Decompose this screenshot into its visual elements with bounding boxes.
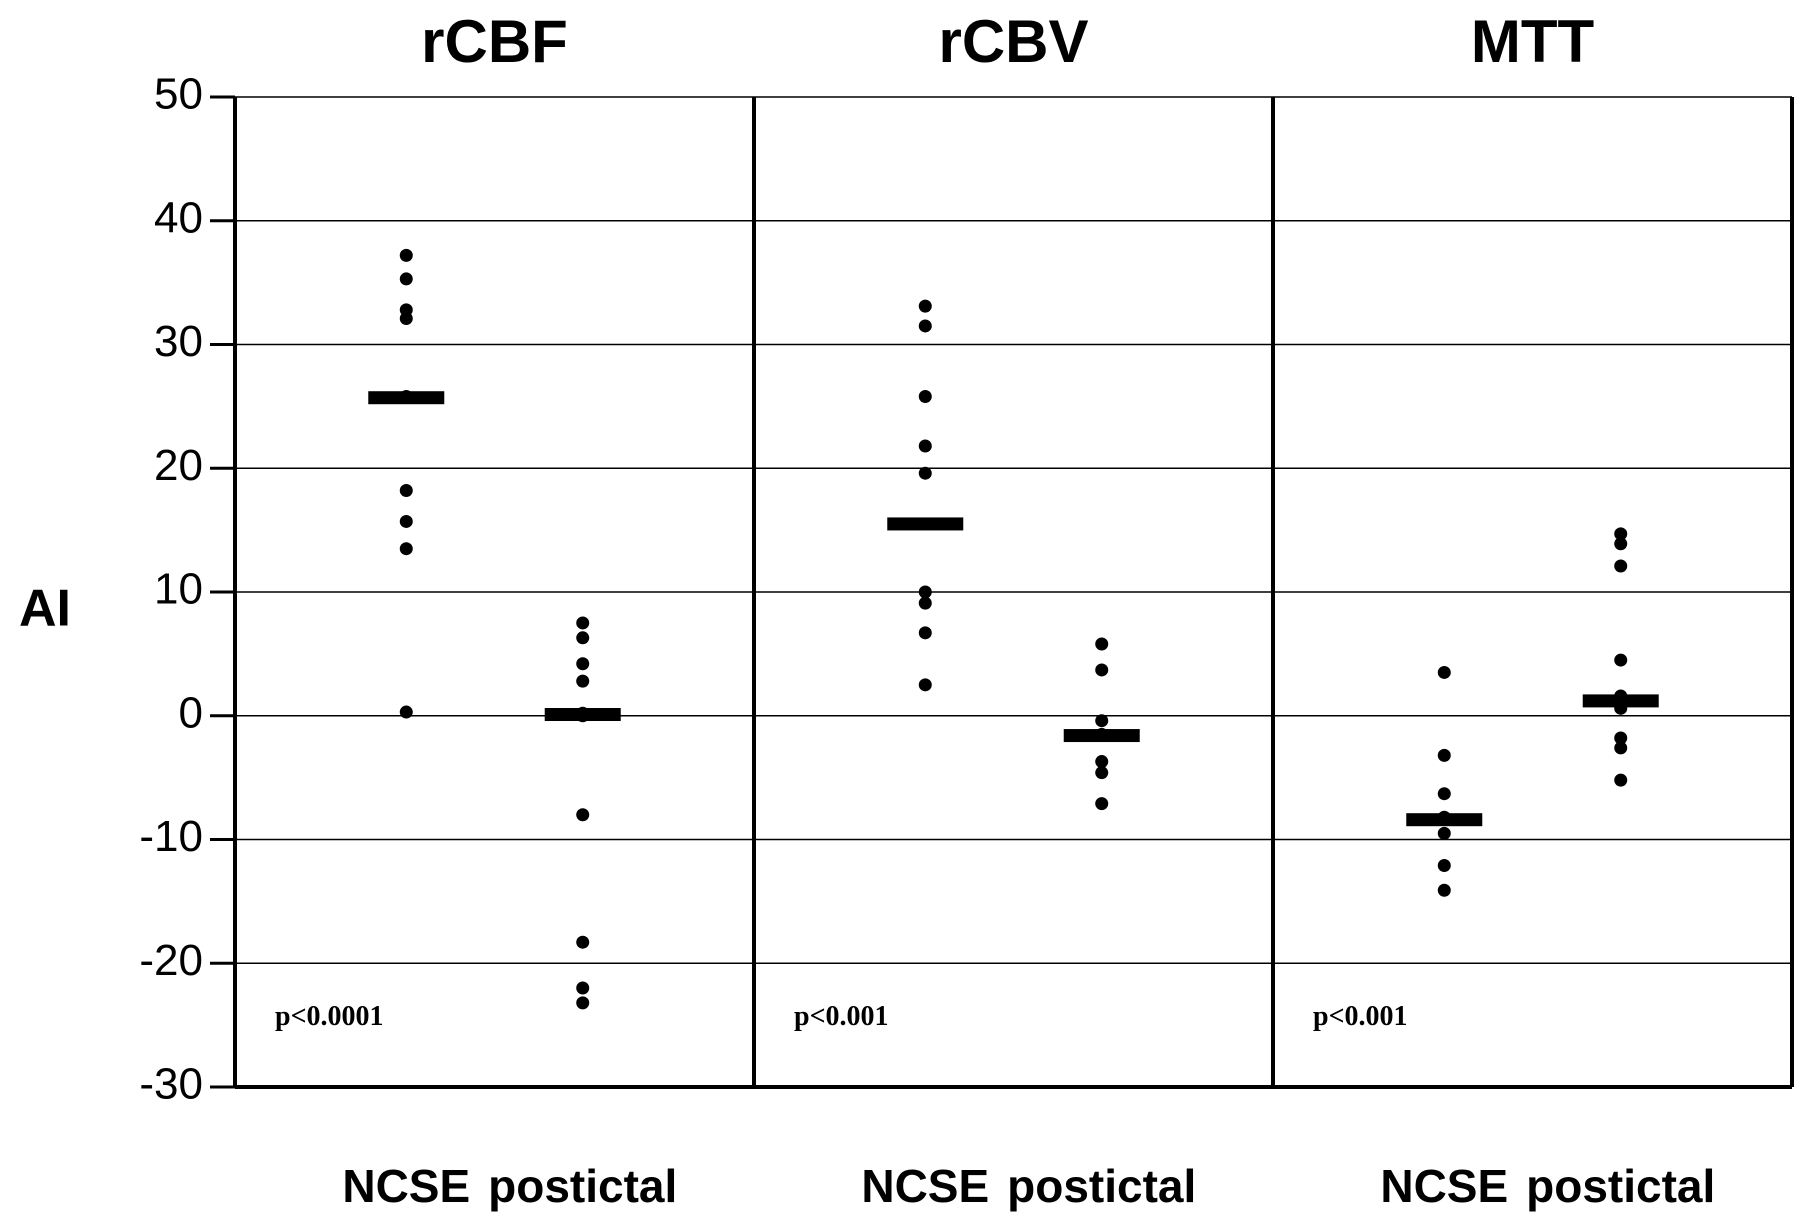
group-label: postictal (488, 1160, 677, 1212)
data-point (1437, 826, 1451, 840)
y-tick-label: 30 (154, 317, 203, 366)
p-value-label: p<0.001 (1313, 1001, 1408, 1032)
data-point (1095, 663, 1109, 677)
data-point (576, 616, 590, 630)
data-point (399, 514, 413, 528)
data-point (399, 248, 413, 262)
group-label: NCSE (342, 1160, 470, 1212)
data-point (576, 996, 590, 1010)
data-point (576, 808, 590, 822)
data-point (1614, 653, 1628, 667)
y-tick-label: 10 (154, 565, 203, 614)
panel-title: rCBV (938, 8, 1088, 75)
y-tick-label: -30 (139, 1060, 203, 1109)
median-bar (368, 391, 445, 405)
data-point (1437, 787, 1451, 801)
y-axis-label: AI (19, 580, 71, 638)
y-tick-label: -10 (139, 812, 203, 861)
group-label: NCSE (861, 1160, 989, 1212)
data-point (399, 312, 413, 326)
data-point (576, 935, 590, 949)
y-tick-labels: 50 40 30 20 10 0 -10 -20 -30 (139, 70, 203, 1109)
data-point (918, 389, 932, 403)
panel-titles: rCBF rCBV MTT (421, 8, 1594, 75)
data-point (1095, 766, 1109, 780)
data-point (1614, 527, 1628, 541)
panel-title: MTT (1471, 8, 1594, 75)
data-point (1437, 883, 1451, 897)
data-point (399, 272, 413, 286)
panel-title: rCBF (421, 8, 568, 75)
median-bar (1406, 813, 1483, 827)
data-point (918, 585, 932, 599)
grid-lines (235, 96, 1792, 1088)
p-value-label: p<0.0001 (275, 1001, 384, 1032)
group-labels: p<0.0001 NCSE postictal p<0.001 NCSE posticta… (275, 1001, 1715, 1212)
data-point (576, 981, 590, 995)
data-point (399, 542, 413, 556)
data-marks (368, 248, 1659, 1010)
y-tick-label: 20 (154, 441, 203, 490)
y-tick-label: 50 (154, 70, 203, 119)
data-point (1095, 797, 1109, 811)
data-point (918, 626, 932, 640)
data-point (399, 705, 413, 719)
axes (210, 95, 1794, 1089)
median-bar (887, 517, 964, 531)
data-point (1095, 755, 1109, 769)
y-tick-label: -20 (139, 936, 203, 985)
group-label: postictal (1007, 1160, 1196, 1212)
data-point (918, 439, 932, 453)
y-tick-label: 0 (179, 688, 203, 737)
data-point (576, 631, 590, 645)
data-point (1614, 559, 1628, 573)
data-point (576, 657, 590, 671)
median-bar (1063, 729, 1140, 743)
data-point (1437, 858, 1451, 872)
data-point (918, 678, 932, 692)
y-tick-label: 40 (154, 193, 203, 242)
data-point (1437, 665, 1451, 679)
data-point (576, 674, 590, 688)
data-point (1614, 741, 1628, 755)
data-point (1095, 637, 1109, 651)
data-point (918, 299, 932, 313)
data-point (1614, 731, 1628, 745)
data-point (918, 466, 932, 480)
data-point (918, 596, 932, 610)
group-label: NCSE (1380, 1160, 1508, 1212)
data-point (1614, 537, 1628, 551)
median-bar (1582, 694, 1659, 708)
median-bar (544, 708, 621, 722)
data-point (1437, 748, 1451, 762)
data-point (918, 319, 932, 333)
data-point (1614, 773, 1628, 787)
p-value-label: p<0.001 (794, 1001, 889, 1032)
data-point (399, 484, 413, 498)
data-point (1095, 714, 1109, 728)
group-label: postictal (1526, 1160, 1715, 1212)
